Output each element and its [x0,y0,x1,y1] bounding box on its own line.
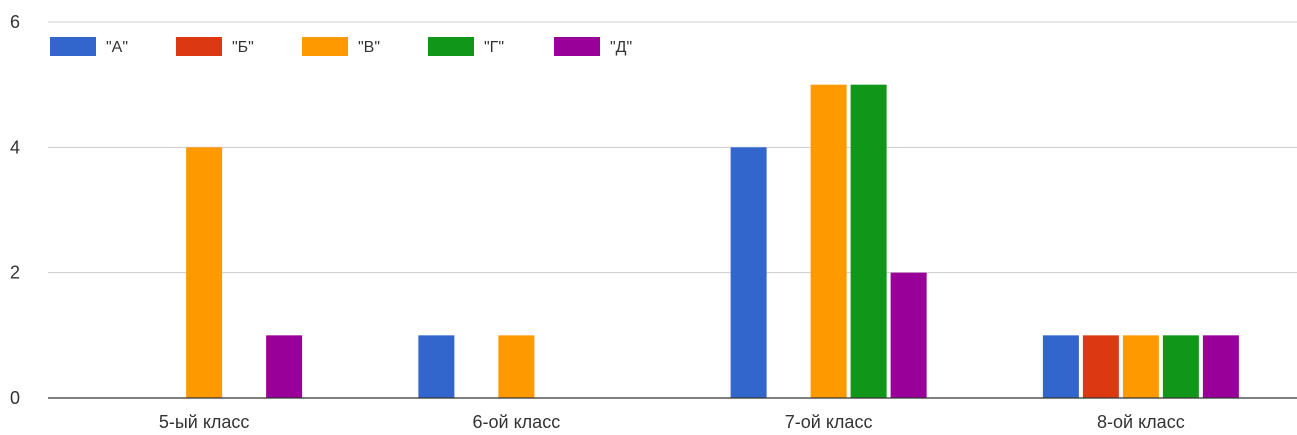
y-tick-label: 6 [10,12,20,32]
legend: "А" "Б" "В" "Г" "Д" [50,37,632,56]
bar[interactable] [1122,335,1159,398]
bar[interactable] [186,147,223,398]
bar[interactable] [1042,335,1079,398]
legend-swatch [302,37,348,56]
y-tick-label: 0 [10,388,20,408]
x-category-label: 8-ой класс [1097,412,1185,432]
legend-label: "Г" [484,39,504,56]
bar[interactable] [266,335,303,398]
legend-swatch [428,37,474,56]
legend-label: "Б" [232,39,254,56]
legend-swatch [176,37,222,56]
legend-swatch [554,37,600,56]
bar[interactable] [1162,335,1199,398]
bar[interactable] [1082,335,1119,398]
y-tick-label: 4 [10,137,20,157]
legend-label: "В" [358,39,380,56]
legend-swatch [50,37,96,56]
x-category-label: 7-ой класс [785,412,873,432]
bar[interactable] [850,84,887,399]
legend-label: "А" [106,39,128,56]
axes: 0 2 4 6 5-ый класс 6-ой класс 7-ой класс 8-ой к… [10,12,1297,432]
legend-label: "Д" [610,39,632,56]
y-tick-label: 2 [10,263,20,283]
bar[interactable] [730,147,767,398]
bar[interactable] [810,84,847,399]
bar[interactable] [1202,335,1239,398]
bar[interactable] [890,272,927,398]
bar[interactable] [418,335,455,398]
bars [186,84,1239,399]
bar[interactable] [498,335,535,398]
grid [48,21,1297,274]
x-category-label: 6-ой класс [473,412,561,432]
x-category-label: 5-ый класс [159,412,250,432]
